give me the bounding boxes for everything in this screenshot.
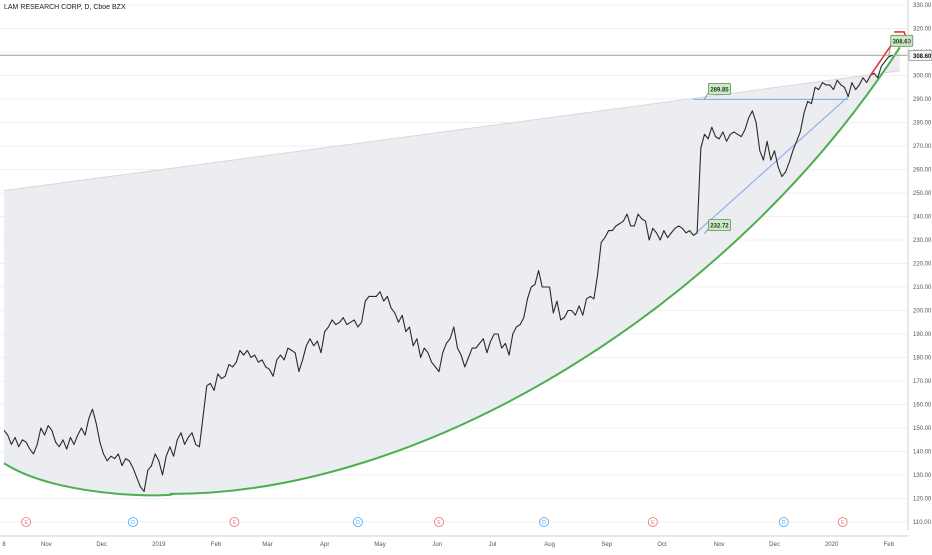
- y-tick-label: 290.00: [913, 97, 932, 103]
- y-tick-label: 190.00: [913, 332, 932, 338]
- event-letter: E: [437, 520, 441, 526]
- y-tick-label: 180.00: [913, 356, 932, 362]
- x-tick-label: Jun: [432, 542, 442, 548]
- y-tick-label: 300.00: [913, 74, 932, 80]
- chart-title: LAM RESEARCH CORP, D, Cboe BZX: [4, 4, 126, 11]
- x-tick-label: 8: [2, 542, 6, 548]
- event-letter: E: [651, 520, 655, 526]
- event-letter: E: [841, 520, 845, 526]
- event-letter: D: [782, 520, 786, 526]
- price-label: 289.85: [710, 87, 729, 93]
- y-tick-label: 330.00: [913, 3, 932, 9]
- event-letter: D: [356, 520, 360, 526]
- y-tick-label: 160.00: [913, 403, 932, 409]
- earnings-event-icon[interactable]: [21, 517, 32, 527]
- x-tick-label: Dec: [769, 542, 780, 548]
- dividend-event-icon[interactable]: [778, 517, 789, 527]
- earnings-event-icon[interactable]: [229, 517, 240, 527]
- y-tick-label: 120.00: [913, 497, 932, 503]
- x-tick-label: Aug: [544, 542, 555, 548]
- x-tick-label: Oct: [657, 542, 667, 548]
- y-tick-label: 150.00: [913, 426, 932, 432]
- price-label-box: [890, 34, 914, 47]
- x-tick-label: Feb: [211, 542, 222, 548]
- y-tick-label: 110.00: [913, 520, 932, 526]
- y-tick-label: 270.00: [913, 144, 932, 150]
- earnings-event-icon[interactable]: [434, 517, 444, 527]
- dividend-event-icon[interactable]: [128, 517, 138, 527]
- x-tick-label: Sep: [601, 542, 612, 548]
- label-pointer: [704, 92, 709, 100]
- shaded-region: [4, 47, 900, 496]
- cup-curve-right: [169, 46, 901, 495]
- y-tick-label: 240.00: [913, 215, 932, 221]
- y-tick-label: 250.00: [913, 191, 932, 197]
- x-tick-label: Mar: [262, 542, 272, 548]
- x-tick-label: Nov: [714, 542, 725, 548]
- label-pointer: [888, 44, 892, 56]
- earnings-event-icon[interactable]: [647, 517, 658, 527]
- y-tick-label: 280.00: [913, 121, 932, 127]
- y-tick-label: 130.00: [913, 473, 932, 479]
- last-price-badge-label: 308.60: [913, 54, 932, 60]
- x-tick-label: Feb: [884, 542, 895, 548]
- price-label: 232.72: [710, 224, 729, 230]
- y-tick-label: 200.00: [913, 309, 932, 315]
- y-tick-label: 140.00: [913, 450, 932, 456]
- dividend-event-icon[interactable]: [539, 517, 549, 527]
- x-tick-label: Apr: [320, 542, 329, 548]
- resistance-line: [3, 70, 900, 192]
- event-letter: D: [131, 520, 135, 526]
- last-price-badge: [908, 49, 932, 61]
- x-tick-label: 2020: [825, 542, 839, 548]
- event-letter: E: [233, 520, 237, 526]
- event-letter: E: [24, 520, 28, 526]
- y-tick-label: 220.00: [913, 262, 932, 268]
- blue-diagonal-line: [692, 96, 849, 236]
- y-tick-label: 260.00: [913, 168, 932, 174]
- x-tick-label: Nov: [41, 542, 52, 548]
- x-tick-label: Jul: [489, 542, 497, 548]
- y-tick-label: 320.00: [913, 27, 932, 33]
- x-tick-label: Dec: [96, 542, 107, 548]
- price-label: 308.60: [893, 39, 912, 45]
- x-tick-label: 2019: [152, 542, 166, 548]
- y-tick-label: 210.00: [913, 285, 932, 291]
- dividend-event-icon[interactable]: [353, 517, 363, 527]
- earnings-event-icon[interactable]: [837, 517, 848, 527]
- event-letter: D: [542, 520, 546, 526]
- price-label-box: [708, 82, 731, 95]
- price-line: [3, 54, 893, 492]
- y-tick-label: 170.00: [913, 379, 932, 385]
- x-tick-label: May: [374, 542, 385, 548]
- label-pointer: [704, 228, 709, 234]
- y-tick-label: 230.00: [913, 238, 932, 244]
- price-label-box: [708, 219, 731, 232]
